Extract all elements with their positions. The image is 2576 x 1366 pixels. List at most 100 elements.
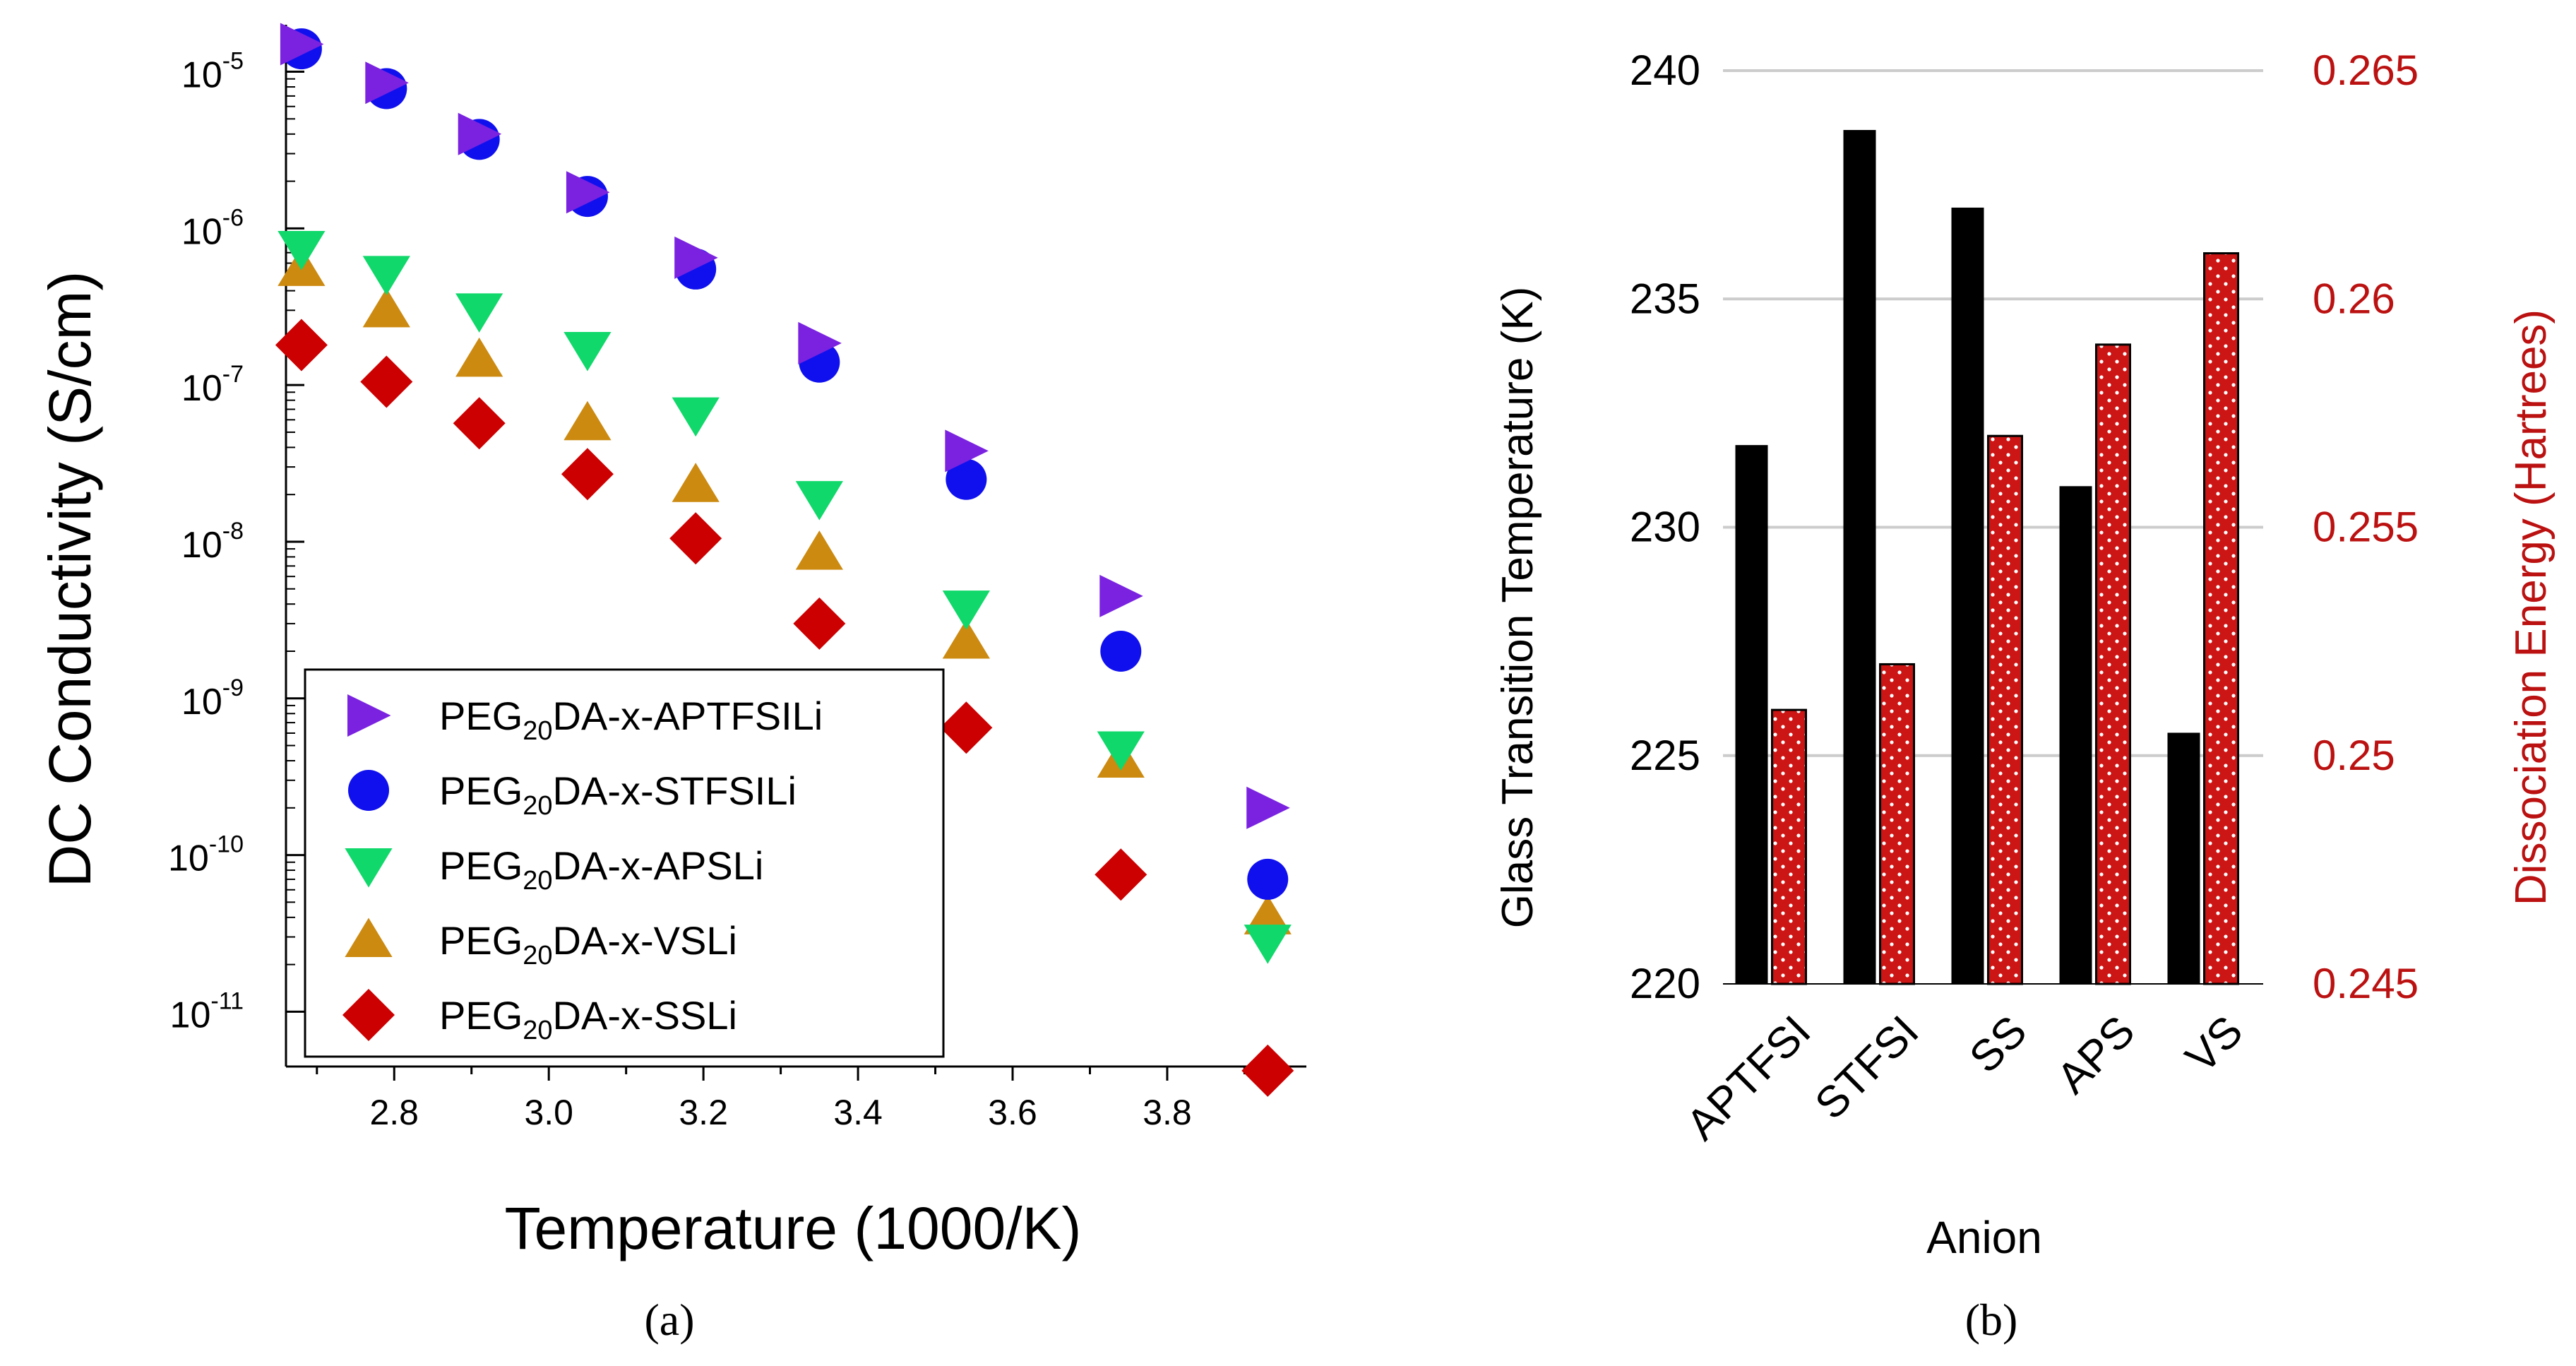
left-y-tick-label: 220 (1630, 960, 1700, 1007)
y-tick-label: 10-6 (181, 204, 244, 252)
point-ss (1241, 1044, 1294, 1097)
point-apt (674, 236, 718, 279)
point-apt (1099, 574, 1143, 617)
y-tick-label: 10-5 (181, 48, 244, 96)
point-aps (564, 332, 612, 372)
left-y-ticks: 240 235 230 225 220 (1630, 47, 1700, 1007)
y-tick-label: 10-8 (181, 518, 244, 566)
bar-de-stfsi (1879, 663, 1915, 985)
point-apt (566, 171, 610, 214)
x-axis-title: Anion (1926, 1212, 2042, 1263)
y-tick-label: 10-10 (168, 831, 244, 879)
x-axis-ticks: 2.8 3.0 3.2 3.4 3.6 3.8 (316, 1067, 1246, 1132)
x-axis-title: Temperature (1000/K) (504, 1195, 1081, 1261)
left-y-tick-label: 240 (1630, 47, 1700, 94)
point-apt (798, 321, 842, 364)
left-y-tick-label: 230 (1630, 504, 1700, 551)
bar-de-aptfsi (1771, 708, 1807, 985)
right-y-tick-label: 0.265 (2313, 47, 2419, 94)
caption-b: (b) (1965, 1295, 2018, 1345)
point-vs (942, 619, 990, 659)
point-ss (453, 397, 506, 450)
point-apt (458, 112, 502, 155)
point-aps (278, 231, 326, 271)
left-y-tick-label: 235 (1630, 275, 1700, 322)
point-ss (360, 355, 413, 408)
point-ss (793, 597, 846, 650)
legend-marker-aps (345, 848, 393, 888)
point-vs (455, 337, 503, 377)
y-axis-title: Glass Transition Temperature (K) (1493, 287, 1542, 929)
bars (1735, 130, 2239, 985)
point-apt (945, 429, 989, 473)
point-vs (1244, 895, 1292, 934)
right-y-tick-label: 0.25 (2313, 732, 2395, 779)
point-aps (1097, 731, 1145, 771)
point-apt (365, 61, 409, 105)
y-axis-ticks: 10-5 10-6 10-7 10-8 10-9 10-10 10-11 (168, 48, 304, 1035)
category-label: SS (1960, 1006, 2036, 1082)
bar-tg-aptfsi (1735, 445, 1768, 984)
point-vs (795, 530, 843, 570)
right-y-ticks: 0.265 0.26 0.255 0.25 0.245 (2313, 47, 2419, 1007)
category-label: APS (2048, 1006, 2145, 1103)
point-aps (362, 256, 410, 295)
data-points (275, 23, 1294, 1097)
x-tick-label: 3.6 (988, 1093, 1037, 1132)
bar-tg-vs (2167, 732, 2200, 984)
bar-tg-stfsi (1843, 130, 1876, 984)
caption-a: (a) (644, 1295, 694, 1345)
left-y-tick-label: 225 (1630, 732, 1700, 779)
legend-marker-stfsi (348, 770, 389, 811)
bar-tg-aps (2059, 486, 2092, 984)
x-tick-label: 3.0 (524, 1093, 573, 1132)
point-stfsi (1247, 858, 1289, 900)
point-ss (275, 319, 328, 372)
legend-label-vs: PEG20DA-x-VSLi (439, 918, 737, 970)
category-label: VS (2176, 1006, 2252, 1082)
point-aps (795, 481, 843, 521)
legend-label-ss: PEG20DA-x-SSLi (439, 993, 737, 1045)
x-tick-label: 2.8 (369, 1093, 419, 1132)
legend-label-apt: PEG20DA-x-APTFSILi (439, 694, 823, 746)
point-aps (942, 590, 990, 630)
point-ss (1095, 848, 1147, 901)
x-tick-label: 3.4 (833, 1093, 883, 1132)
point-apt (1246, 786, 1290, 829)
legend-marker-apt (347, 694, 391, 737)
legend-marker-ss (342, 989, 395, 1041)
y-axis-title: DC Conductivity (S/cm) (37, 271, 103, 888)
point-stfsi (1100, 630, 1142, 672)
point-stfsi (946, 458, 987, 500)
legend-marker-vs (345, 917, 393, 957)
y-tick-label: 10-7 (181, 361, 244, 409)
point-ss (561, 448, 614, 501)
legend: PEG20DA-x-APTFSILi PEG20DA-x-STFSILi PEG20… (304, 668, 945, 1058)
bar-de-ss (1987, 434, 2023, 985)
right-y-tick-label: 0.26 (2313, 275, 2395, 322)
bar-de-vs (2203, 252, 2239, 985)
point-apt (280, 23, 324, 66)
conductivity-scatter-chart: 10-5 10-6 10-7 10-8 10-9 10-10 10-11 2.8 3.0 3.2… (37, 23, 1306, 1261)
legend-label-stfsi: PEG20DA-x-STFSILi (439, 768, 797, 821)
bar-tg-ss (1951, 207, 1984, 985)
y-tick-label: 10-11 (170, 987, 244, 1035)
point-vs (362, 287, 410, 328)
category-label: APTFSI (1677, 1006, 1820, 1149)
right-y-tick-label: 0.255 (2313, 504, 2419, 551)
point-vs (672, 463, 720, 502)
point-ss (669, 512, 722, 565)
category-label: STFSI (1806, 1006, 1928, 1129)
bar-de-aps (2095, 343, 2131, 985)
right-y-tick-label: 0.245 (2313, 960, 2419, 1007)
y-tick-label: 10-9 (181, 675, 244, 723)
legend-label-aps: PEG20DA-x-APSLi (439, 843, 763, 896)
point-aps (672, 397, 720, 437)
legend-box (304, 668, 945, 1058)
point-ss (940, 701, 993, 754)
point-aps (1244, 925, 1292, 964)
right-y-axis-title: Dissociation Energy (Hartrees) (2507, 309, 2556, 905)
